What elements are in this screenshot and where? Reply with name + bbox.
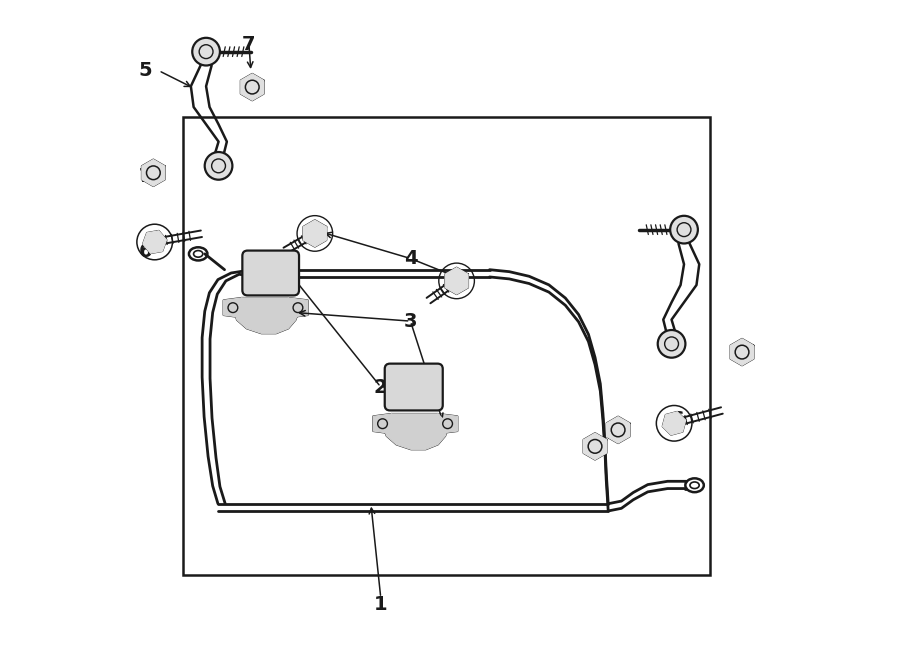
Text: 1: 1 <box>374 595 388 614</box>
Polygon shape <box>235 298 298 333</box>
Circle shape <box>670 216 698 244</box>
Polygon shape <box>583 433 607 459</box>
Polygon shape <box>662 412 686 435</box>
Polygon shape <box>143 231 166 253</box>
Polygon shape <box>437 414 457 434</box>
Text: 3: 3 <box>404 312 418 330</box>
Text: 5: 5 <box>677 216 691 235</box>
Polygon shape <box>607 416 629 443</box>
Circle shape <box>193 38 220 66</box>
Polygon shape <box>241 74 264 100</box>
Polygon shape <box>374 414 392 434</box>
Bar <box>183 117 710 575</box>
Circle shape <box>204 152 232 179</box>
Text: 7: 7 <box>736 345 750 363</box>
Polygon shape <box>142 160 165 186</box>
Polygon shape <box>446 267 468 294</box>
Text: 7: 7 <box>242 34 256 54</box>
Text: 5: 5 <box>139 61 152 80</box>
Polygon shape <box>303 220 327 247</box>
Text: 2: 2 <box>374 377 388 397</box>
FancyBboxPatch shape <box>242 251 299 295</box>
Polygon shape <box>223 298 242 317</box>
Polygon shape <box>288 298 308 317</box>
FancyBboxPatch shape <box>384 363 443 410</box>
Text: 7: 7 <box>139 167 152 185</box>
Text: 4: 4 <box>403 249 418 268</box>
Polygon shape <box>731 339 753 365</box>
Circle shape <box>658 330 686 357</box>
Text: 7: 7 <box>605 424 618 443</box>
Text: 6: 6 <box>139 242 152 261</box>
Text: 6: 6 <box>670 410 684 430</box>
Polygon shape <box>384 414 447 449</box>
